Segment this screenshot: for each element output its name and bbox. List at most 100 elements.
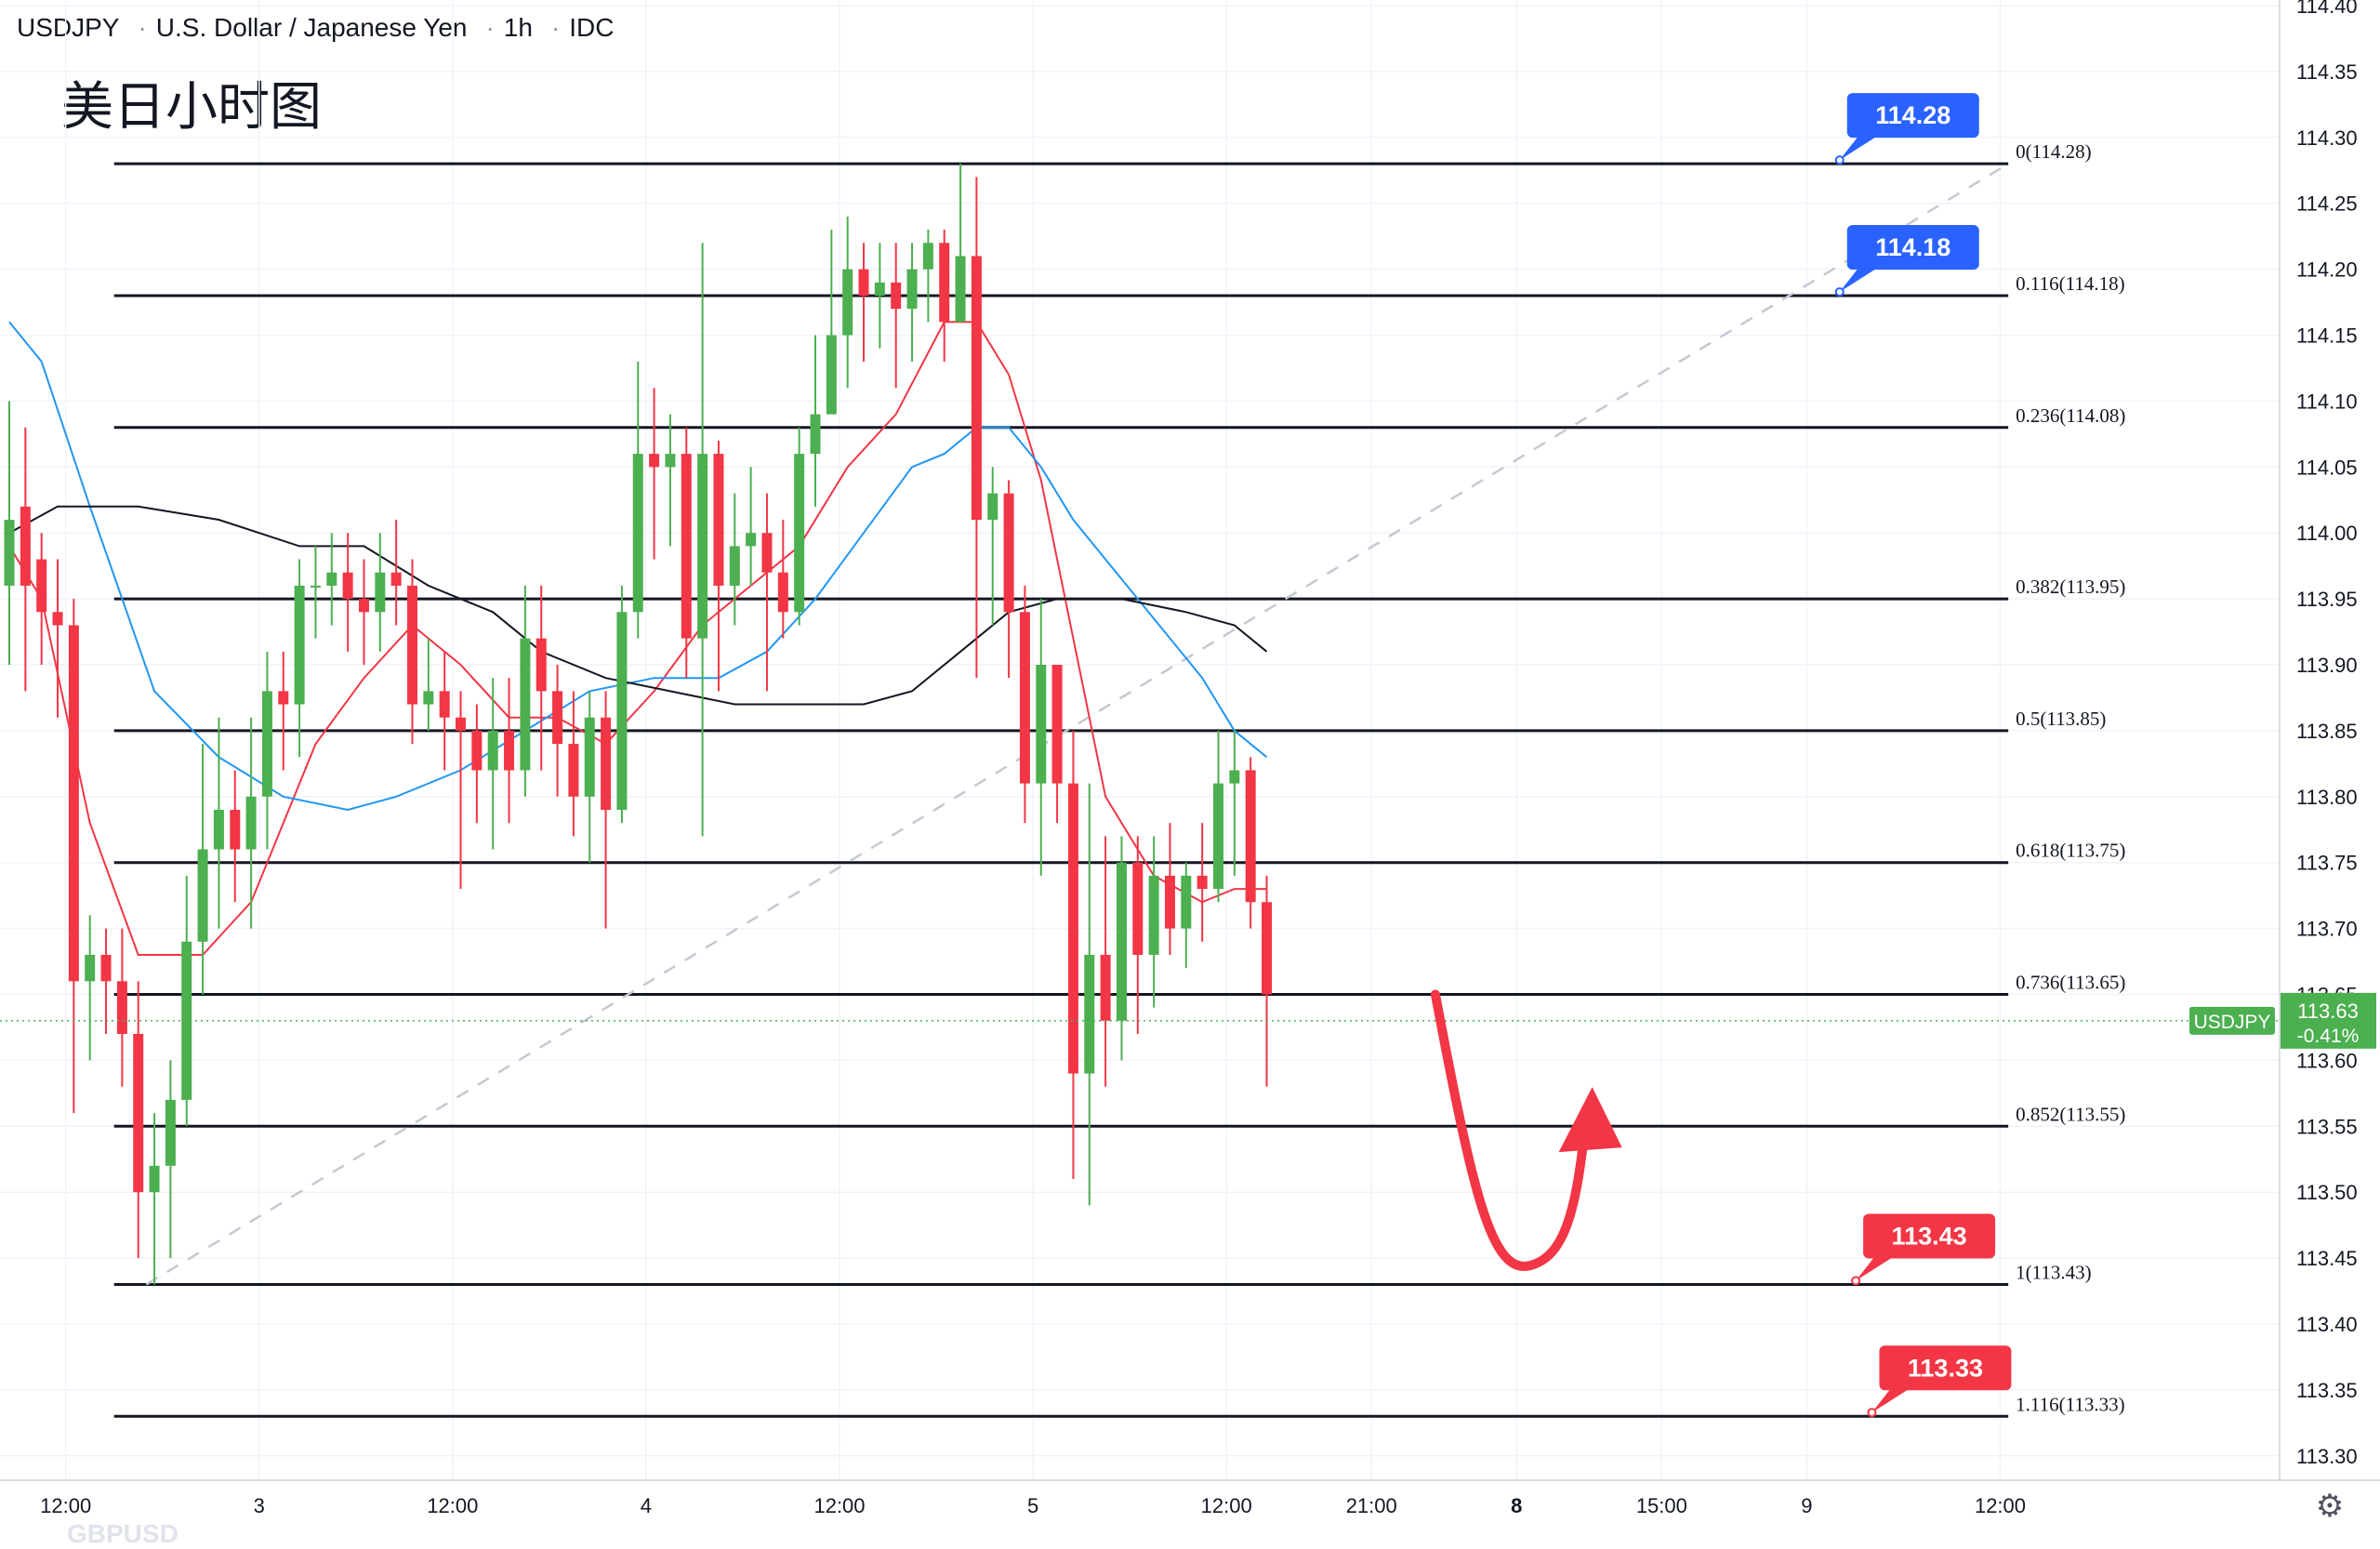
candle[interactable] <box>810 335 821 507</box>
candle[interactable] <box>1181 862 1192 969</box>
candle[interactable] <box>165 1060 176 1259</box>
candle[interactable] <box>1116 836 1127 1061</box>
candle[interactable] <box>133 981 144 1259</box>
candle[interactable] <box>116 928 127 1087</box>
candle[interactable] <box>471 704 483 824</box>
candle[interactable] <box>1003 480 1014 679</box>
candle[interactable] <box>601 691 612 929</box>
symbol-name[interactable]: USDJPY <box>17 13 120 42</box>
candle[interactable] <box>971 177 982 679</box>
candle[interactable] <box>955 164 966 323</box>
candle[interactable] <box>85 915 96 1061</box>
candle[interactable] <box>552 665 563 797</box>
candle[interactable] <box>746 467 757 586</box>
candle[interactable] <box>1245 757 1256 929</box>
candle-body <box>665 454 676 468</box>
candle-body <box>456 717 467 731</box>
candle[interactable] <box>456 691 467 890</box>
candle[interactable] <box>149 1113 160 1285</box>
candle[interactable] <box>858 243 869 362</box>
candle[interactable] <box>987 467 998 626</box>
candle[interactable] <box>230 770 241 903</box>
candle[interactable] <box>390 520 402 626</box>
price-tick-label: 113.90 <box>2296 654 2358 677</box>
candle[interactable] <box>197 744 208 995</box>
candle[interactable] <box>939 230 950 362</box>
candle[interactable] <box>1213 730 1223 903</box>
candle[interactable] <box>568 691 579 837</box>
candle[interactable] <box>1067 730 1078 1180</box>
candle[interactable] <box>68 599 79 1114</box>
candle[interactable] <box>100 928 112 1035</box>
candle[interactable] <box>1036 599 1047 876</box>
candle[interactable] <box>52 559 63 718</box>
candle[interactable] <box>504 678 515 824</box>
candle[interactable] <box>1164 823 1175 955</box>
candle[interactable] <box>358 559 369 665</box>
candle[interactable] <box>245 717 257 929</box>
candle[interactable] <box>213 717 224 929</box>
candle[interactable] <box>826 230 837 415</box>
candle[interactable] <box>407 559 417 745</box>
candle-body <box>504 730 515 771</box>
candle[interactable] <box>697 243 708 837</box>
candle[interactable] <box>794 427 805 626</box>
candle[interactable] <box>1262 875 1273 1087</box>
price-tick-label: 114.15 <box>2296 324 2358 348</box>
candle[interactable] <box>632 361 643 639</box>
candle-body <box>358 599 369 613</box>
candle[interactable] <box>777 520 788 639</box>
candle[interactable] <box>4 401 15 665</box>
candle[interactable] <box>261 651 272 850</box>
candle[interactable] <box>713 440 724 692</box>
candle[interactable] <box>681 427 692 679</box>
candle[interactable] <box>310 546 321 639</box>
price-callout[interactable]: 113.43 <box>1851 1213 1996 1286</box>
candle[interactable] <box>1148 836 1159 1008</box>
price-callout[interactable]: 114.28 <box>1834 93 1979 165</box>
candle[interactable] <box>649 388 660 560</box>
time-tick-label: 12:00 <box>813 1494 865 1517</box>
candle[interactable] <box>842 216 853 389</box>
candle[interactable] <box>294 559 305 758</box>
price-callout[interactable]: 114.18 <box>1834 224 1979 297</box>
price-callout[interactable]: 113.33 <box>1867 1345 2012 1418</box>
candle[interactable] <box>1229 730 1240 876</box>
candle[interactable] <box>36 533 47 665</box>
candle[interactable] <box>906 243 918 362</box>
price-badge[interactable]: USDJPY 113.63 -0.41% <box>2189 992 2376 1049</box>
gear-icon[interactable]: ⚙ <box>2315 1489 2345 1524</box>
candle[interactable] <box>520 585 531 797</box>
candle[interactable] <box>487 678 498 850</box>
candle[interactable] <box>584 691 595 863</box>
candle[interactable] <box>1197 823 1208 942</box>
symbol-header[interactable]: USDJPY · U.S. Dollar / Japanese Yen · 1h · IDC <box>17 13 624 43</box>
candle[interactable] <box>1100 836 1111 1087</box>
candle[interactable] <box>536 585 547 771</box>
candle[interactable] <box>874 243 885 349</box>
interval-label[interactable]: 1h <box>503 13 533 42</box>
candle[interactable] <box>891 243 902 389</box>
candle[interactable] <box>439 651 450 771</box>
price-tick-label: 113.40 <box>2296 1313 2358 1336</box>
candle[interactable] <box>181 875 192 1127</box>
candle[interactable] <box>729 493 740 626</box>
candle[interactable] <box>278 651 289 771</box>
candle[interactable] <box>1019 585 1030 824</box>
candle[interactable] <box>665 414 676 547</box>
candle[interactable] <box>922 230 933 323</box>
candle[interactable] <box>1051 665 1063 824</box>
candle[interactable] <box>375 533 386 652</box>
candle[interactable] <box>761 493 773 692</box>
candle[interactable] <box>423 638 434 731</box>
candle[interactable] <box>1084 783 1095 1206</box>
fib-trend-line[interactable] <box>145 163 2009 1286</box>
price-tick-label: 114.20 <box>2296 258 2358 282</box>
candle[interactable] <box>326 533 337 626</box>
candle[interactable] <box>616 585 628 824</box>
candle[interactable] <box>342 533 353 652</box>
candle[interactable] <box>1132 836 1144 1035</box>
candle-body <box>423 691 434 705</box>
candle[interactable] <box>20 427 31 692</box>
